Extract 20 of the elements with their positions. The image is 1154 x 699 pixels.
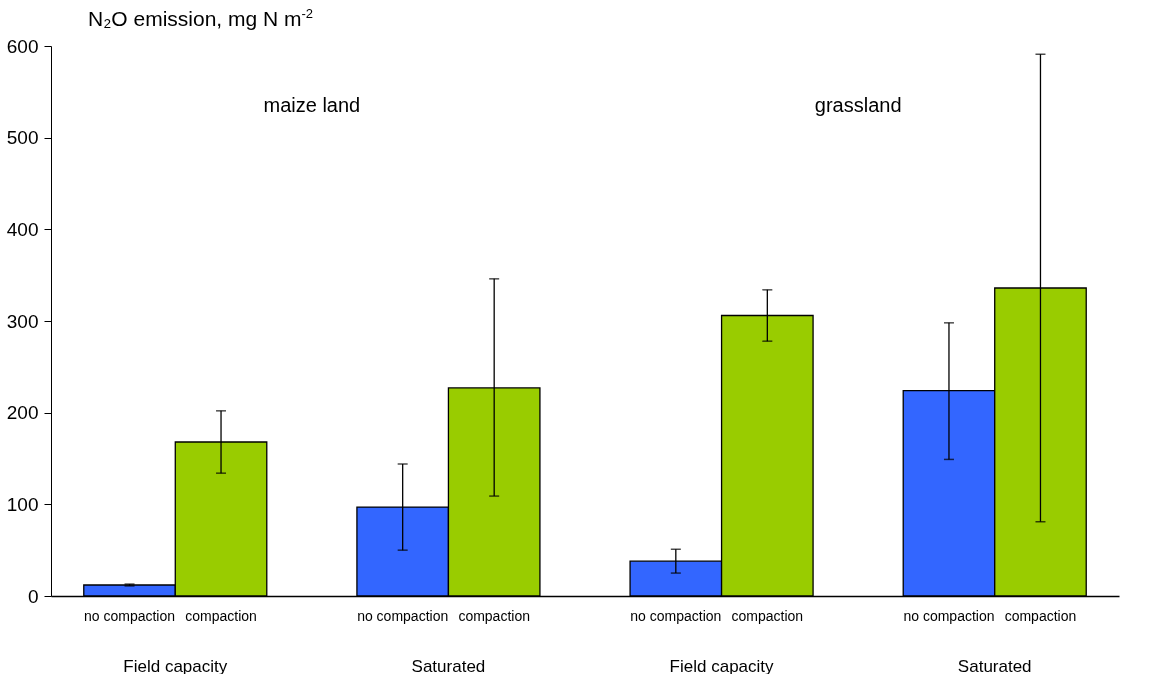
- x-tick-label: Saturated: [957, 656, 1032, 676]
- text: no compaction: [903, 608, 995, 624]
- series-label: no compaction: [84, 608, 176, 624]
- text: no compaction: [357, 608, 449, 624]
- series-label: compaction: [185, 608, 257, 624]
- annotation: grassland: [814, 94, 902, 116]
- y-tick-label: 300: [6, 310, 39, 332]
- y-tick-label: 200: [6, 402, 39, 424]
- text: compaction: [731, 608, 804, 624]
- text: compaction: [1004, 608, 1077, 624]
- y-tick-label: 400: [6, 218, 39, 240]
- y-tick-label: 600: [6, 35, 39, 57]
- text: no compaction: [630, 608, 722, 624]
- x-tick-label: Saturated: [411, 656, 486, 676]
- y-axis-title: N₂O emission, mg N m$^{-2}$: [88, 6, 314, 31]
- y-tick-label: 100: [6, 493, 39, 515]
- y-tick-label: 500: [6, 127, 39, 149]
- text: compaction: [458, 608, 530, 624]
- annotation: maize land: [263, 94, 361, 116]
- y-tick-label: 0: [27, 585, 39, 607]
